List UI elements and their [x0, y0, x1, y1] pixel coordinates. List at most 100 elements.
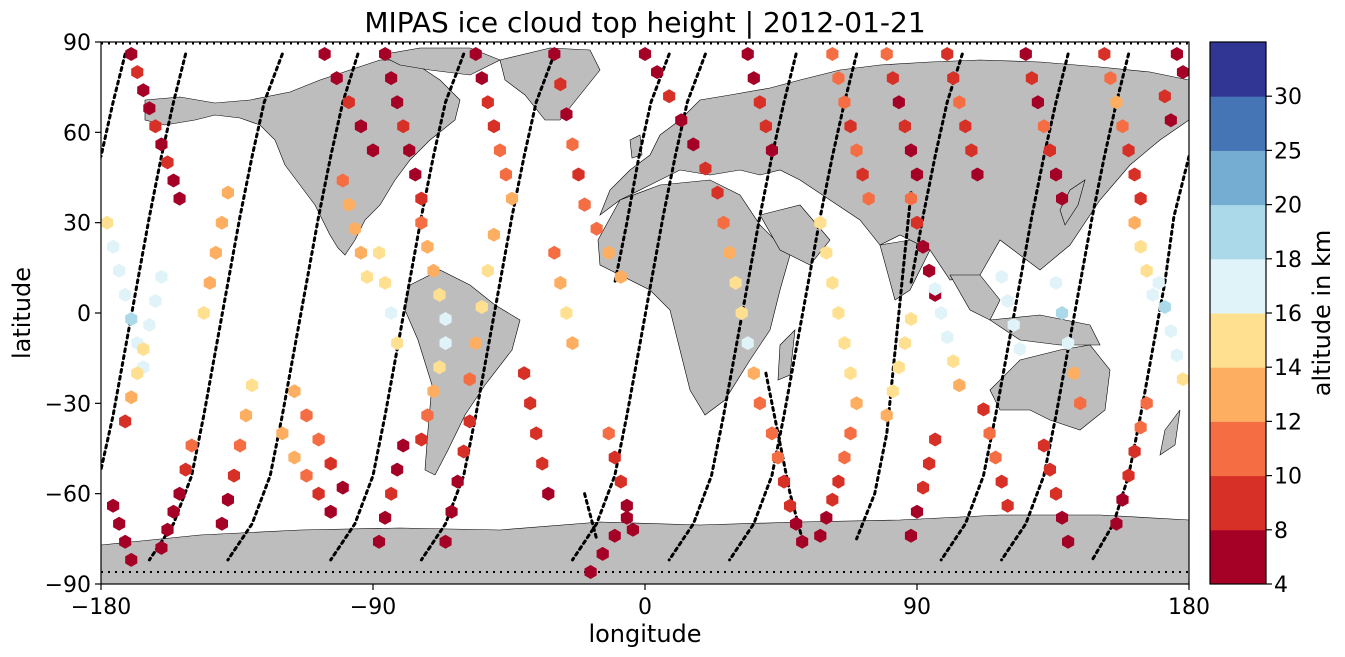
cloud-point [1170, 348, 1183, 363]
cloud-point [929, 281, 942, 296]
cloud-point [995, 474, 1008, 489]
cloud-point [433, 360, 446, 375]
cloud-point [548, 47, 561, 61]
cloud-point [723, 245, 736, 260]
cloud-point [1043, 143, 1056, 158]
cloud-point [1001, 294, 1014, 308]
cloud-point [1164, 324, 1177, 339]
cloud-point [439, 336, 452, 351]
cloud-point [1146, 287, 1159, 302]
cloud-point [463, 372, 476, 387]
orbit-track [613, 52, 671, 285]
cloud-point [1056, 306, 1069, 320]
cloud-point [161, 522, 174, 537]
cloud-point [651, 65, 664, 80]
cloud-point [880, 408, 893, 423]
cloud-point [717, 215, 730, 230]
cloud-point [1025, 71, 1038, 86]
cloud-point [983, 426, 996, 441]
cloud-point [1110, 95, 1123, 110]
y-tick-label: −30 [45, 392, 91, 417]
cloud-point [771, 450, 784, 465]
cloud-point [584, 565, 597, 579]
y-tick-label: 90 [63, 31, 91, 56]
cloud-point [336, 173, 349, 188]
cloud-point [675, 113, 688, 128]
orbit-track [419, 52, 556, 562]
cloud-point [838, 336, 851, 351]
cloud-point [892, 360, 905, 375]
cloud-point [1062, 336, 1075, 351]
cloud-point [119, 414, 132, 429]
cloud-point [101, 215, 114, 230]
cloud-point [209, 245, 222, 260]
cloud-point [929, 432, 942, 447]
cloud-point [457, 444, 470, 459]
cloud-point [300, 468, 313, 483]
cloud-point [197, 306, 210, 320]
cloud-point [826, 47, 839, 61]
colorbar-tick-label: 14 [1274, 356, 1302, 381]
cloud-point [608, 450, 621, 465]
cloud-point [379, 510, 392, 525]
land-japan [1059, 179, 1086, 226]
cloud-point [107, 239, 120, 254]
x-tick-label: 180 [1168, 595, 1210, 620]
cloud-point [1164, 113, 1177, 128]
land-uk [629, 134, 643, 159]
cloud-point [119, 534, 132, 549]
cloud-point [360, 269, 373, 284]
cloud-point [397, 119, 410, 134]
cloud-point [1098, 47, 1111, 61]
cloud-point [240, 408, 253, 423]
land-eurasia [599, 59, 1189, 281]
cloud-point [107, 498, 120, 513]
cloud-point [614, 269, 627, 284]
cloud-point [415, 215, 428, 230]
cloud-point [421, 239, 434, 254]
cloud-point [342, 197, 355, 212]
cloud-point [354, 119, 367, 134]
cloud-point [427, 384, 440, 399]
cloud-point [977, 402, 990, 417]
cloud-point [1037, 119, 1050, 134]
cloud-point [838, 95, 851, 110]
cloud-point [741, 47, 754, 61]
cloud-point [373, 245, 386, 260]
cloud-point [620, 498, 633, 513]
cloud-point [1056, 191, 1069, 206]
cloud-point [469, 47, 482, 61]
cloud-point [125, 47, 138, 61]
cloud-point [1068, 366, 1081, 381]
cloud-point [499, 167, 512, 182]
orbit-track [571, 52, 707, 562]
cloud-point [826, 275, 839, 290]
colorbar-band [1210, 204, 1266, 260]
y-tick-label: 0 [77, 302, 91, 327]
cloud-point [530, 426, 543, 441]
cloud-point [699, 161, 712, 176]
cloud-point [1140, 263, 1153, 278]
cloud-point [1158, 300, 1171, 314]
colorbar-tick-label: 4 [1274, 573, 1288, 598]
cloud-point [1176, 372, 1189, 387]
orbit-track [909, 52, 964, 285]
cloud-point [415, 191, 428, 206]
cloud-point [566, 137, 579, 152]
cloud-point [965, 143, 978, 158]
cloud-point [711, 185, 724, 200]
cloud-point [1122, 468, 1135, 483]
cloud-point [1134, 239, 1147, 254]
orbit-track [1000, 52, 1131, 562]
cloud-point [1007, 318, 1020, 332]
cloud-point [602, 245, 615, 260]
cloud-point [312, 432, 325, 447]
cloud-point [215, 215, 228, 230]
cloud-point [318, 47, 331, 61]
colorbar-tick-label: 8 [1274, 519, 1288, 544]
cloud-point [880, 47, 893, 61]
cloud-point [953, 95, 966, 110]
cloud-point [814, 215, 827, 230]
cloud-point [391, 336, 404, 351]
cloud-point [729, 275, 742, 290]
